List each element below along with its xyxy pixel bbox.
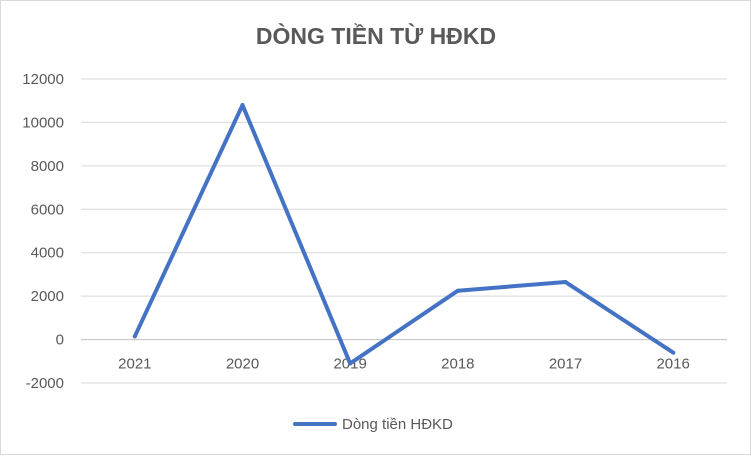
x-axis-ticks: 202120202019201820172016 bbox=[118, 356, 690, 373]
series-layer bbox=[132, 103, 676, 366]
chart-title: DÒNG TIỀN TỪ HĐKD bbox=[256, 22, 496, 49]
y-tick-label: 4000 bbox=[31, 245, 64, 262]
legend-label: Dòng tiền HĐKD bbox=[342, 416, 453, 433]
y-axis-ticks: -2000 0 2000 4000 6000 8000 10000 12000 bbox=[22, 71, 64, 392]
data-point bbox=[348, 361, 353, 366]
y-tick-label: 10000 bbox=[22, 114, 64, 131]
data-point bbox=[671, 350, 676, 355]
data-point bbox=[132, 334, 137, 339]
series-line bbox=[132, 103, 676, 366]
legend: Dòng tiền HĐKD bbox=[293, 416, 453, 433]
y-tick-label: 2000 bbox=[31, 288, 64, 305]
gridlines bbox=[81, 78, 727, 384]
data-point bbox=[563, 280, 568, 285]
data-point bbox=[455, 288, 460, 293]
y-tick-label: 0 bbox=[56, 332, 64, 349]
x-tick-label: 2018 bbox=[441, 356, 474, 373]
y-tick-label: -2000 bbox=[26, 375, 64, 392]
x-tick-label: 2017 bbox=[549, 356, 582, 373]
y-tick-label: 12000 bbox=[22, 71, 64, 88]
x-tick-label: 2021 bbox=[118, 356, 151, 373]
y-tick-label: 6000 bbox=[31, 201, 64, 218]
y-tick-label: 8000 bbox=[31, 158, 64, 175]
x-tick-label: 2020 bbox=[226, 356, 259, 373]
data-point bbox=[240, 103, 245, 108]
x-tick-label: 2016 bbox=[656, 356, 689, 373]
